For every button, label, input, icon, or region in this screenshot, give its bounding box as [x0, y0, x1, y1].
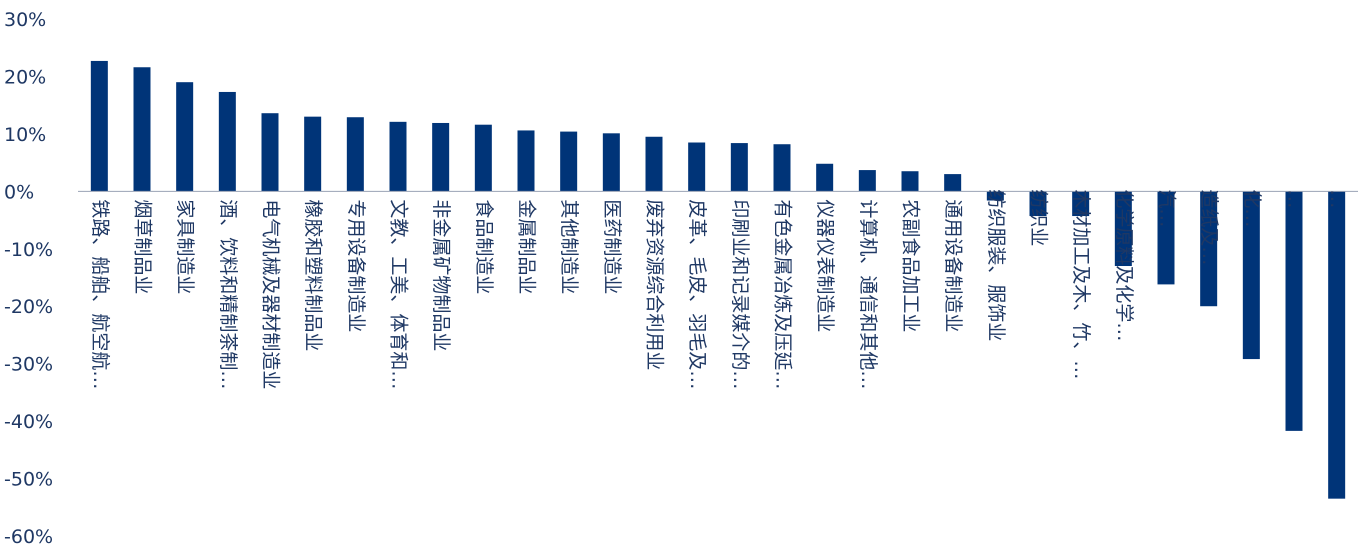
bar — [1328, 191, 1346, 499]
category-label: 汽… — [1156, 189, 1178, 227]
category-label: 医药制造业 — [601, 199, 623, 294]
bar — [1029, 191, 1047, 217]
category-label: 铁路、船舶、航空航… — [89, 199, 111, 389]
category-label: 烟草制品业 — [132, 199, 154, 294]
category-label: 仪器仪表制造业 — [814, 199, 836, 332]
category-label: 专用设备制造业 — [345, 199, 367, 332]
category-label: 非金属矿物制品业 — [430, 199, 452, 351]
y-tick-label: 30% — [4, 9, 46, 31]
bar — [90, 60, 108, 192]
y-tick-label: -10% — [4, 239, 53, 261]
bar — [858, 170, 876, 192]
bar — [133, 67, 151, 192]
category-label: 化… — [1241, 189, 1263, 227]
bar — [645, 136, 663, 192]
bar — [986, 191, 1004, 201]
category-label: 金属制品业 — [516, 199, 538, 294]
y-tick-label: -50% — [4, 469, 53, 491]
category-labels: 铁路、船舶、航空航… 烟草制品业 家具制造业 酒、饮料和精制茶制… 电气机械及器材制造业… — [89, 189, 1348, 389]
category-label: 印刷业和记录媒介的… — [729, 199, 751, 389]
bar — [730, 143, 748, 192]
bar — [944, 174, 962, 192]
bar — [602, 133, 620, 192]
category-label: 农副食品加工业 — [900, 199, 922, 332]
category-label: 有色金属冶炼及压延… — [772, 199, 794, 389]
category-label: 橡胶和塑料制品业 — [302, 199, 324, 351]
category-label: 酒、饮料和精制茶制… — [217, 199, 239, 389]
category-label: 文教、工美、体育和… — [388, 199, 410, 389]
y-tick-label: -60% — [4, 526, 53, 548]
category-label: 纺织业 — [1028, 189, 1050, 246]
y-axis-ticks: 30% 20% 10% 0% -10% -20% -30% -40% -50% -60% — [4, 9, 53, 548]
y-tick-label: 0% — [4, 181, 34, 203]
category-label: … — [1284, 189, 1306, 208]
category-label: 计算机、通信和其他… — [857, 199, 879, 389]
bar — [346, 117, 364, 192]
category-label: 造纸及… — [1198, 189, 1220, 265]
bar — [517, 130, 535, 192]
y-tick-label: -20% — [4, 296, 53, 318]
bar — [432, 122, 450, 192]
y-tick-label: -30% — [4, 354, 53, 376]
bar — [901, 171, 919, 192]
bar — [1200, 191, 1218, 307]
bar — [773, 144, 791, 192]
bar — [1157, 191, 1175, 285]
bar — [1285, 191, 1303, 431]
category-label: 通用设备制造业 — [942, 199, 964, 332]
category-label: 木材加工及木、竹、… — [1070, 189, 1092, 379]
y-tick-label: 10% — [4, 124, 46, 146]
category-label: 废弃资源综合利用业 — [644, 199, 666, 370]
bar — [688, 142, 706, 192]
category-label: 化学原料及化学… — [1113, 189, 1135, 341]
bar — [176, 82, 194, 192]
category-label: 食品制造业 — [473, 199, 495, 294]
y-tick-label: -40% — [4, 411, 53, 433]
category-label: … — [1326, 189, 1348, 208]
bars — [90, 60, 1346, 499]
bar — [816, 163, 834, 192]
bar — [218, 91, 236, 192]
bar — [389, 121, 407, 192]
category-label: 家具制造业 — [174, 199, 196, 294]
category-label: 电气机械及器材制造业 — [260, 199, 282, 389]
bar — [1242, 191, 1260, 360]
bar — [474, 124, 492, 192]
bar — [560, 131, 578, 192]
category-label: 其他制造业 — [558, 199, 580, 294]
bar — [1114, 191, 1132, 267]
bar — [261, 113, 279, 192]
category-label: 皮革、毛皮、羽毛及… — [686, 199, 708, 389]
bar — [304, 116, 322, 192]
y-tick-label: 20% — [4, 66, 46, 88]
bar — [1072, 191, 1090, 217]
category-label: 纺织服装、服饰业 — [985, 189, 1007, 341]
